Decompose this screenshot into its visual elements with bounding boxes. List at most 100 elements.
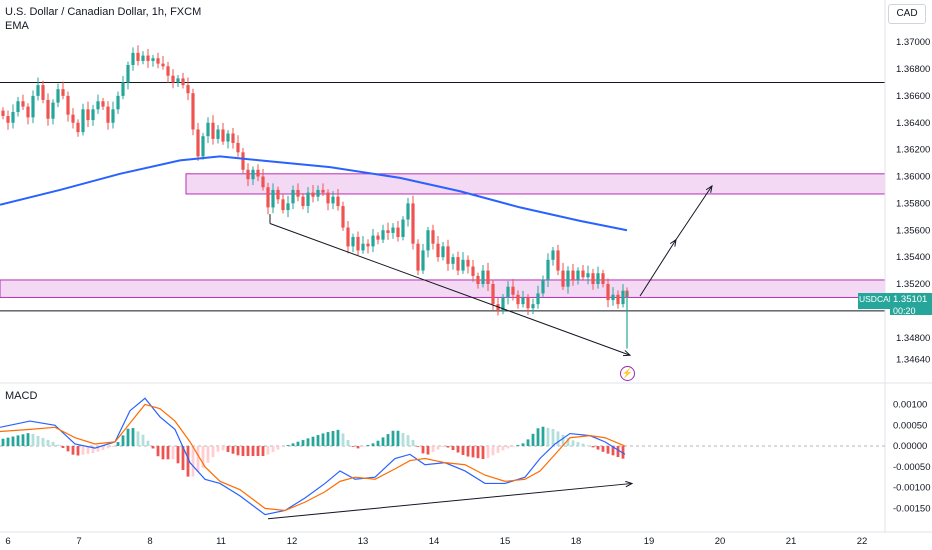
candle-body: [531, 304, 535, 309]
candle-body: [581, 270, 585, 278]
candle-body: [176, 78, 180, 83]
candle-body: [611, 294, 615, 301]
candle-body: [501, 297, 505, 311]
candle-body: [361, 243, 365, 251]
macd-histogram-bar: [411, 440, 415, 447]
macd-histogram-bar: [281, 446, 285, 448]
candle-body: [366, 243, 370, 247]
macd-histogram-bar: [431, 446, 435, 453]
time-tick-label: 6: [5, 536, 10, 547]
macd-histogram-bar: [576, 442, 580, 447]
candle-body: [586, 273, 590, 278]
candle-body: [416, 243, 420, 271]
candle-body: [371, 235, 375, 247]
candle-body: [476, 275, 480, 284]
macd-histogram-bar: [141, 434, 145, 447]
macd-histogram-bar: [51, 441, 55, 447]
candle-body: [91, 109, 95, 121]
macd-histogram-bar: [96, 446, 100, 452]
candle-body: [561, 270, 565, 287]
candle-body: [306, 192, 310, 207]
macd-histogram-bar: [401, 432, 405, 447]
ema-indicator-label[interactable]: EMA: [5, 20, 29, 32]
candle-body: [506, 286, 510, 298]
candle-body: [336, 196, 340, 207]
macd-histogram-bar: [56, 444, 60, 447]
macd-histogram-bar: [341, 433, 345, 447]
candle-body: [446, 246, 450, 264]
macd-histogram-bar: [71, 446, 75, 455]
macd-indicator-label[interactable]: MACD: [5, 390, 38, 402]
sr-zone: [0, 279, 886, 298]
candle-body: [311, 192, 315, 197]
candle-body: [326, 192, 330, 204]
lightning-icon[interactable]: ⚡: [620, 366, 635, 381]
candle-body: [286, 203, 290, 211]
candle-body: [56, 89, 60, 103]
macd-histogram-bar: [476, 446, 480, 459]
candle-body: [131, 52, 135, 65]
macd-histogram-bar: [406, 435, 410, 447]
macd-tick-label: 0.00050: [893, 420, 927, 431]
macd-histogram-bar: [116, 442, 120, 447]
macd-histogram-bar: [346, 440, 350, 447]
macd-histogram-bar: [291, 443, 295, 447]
candle-body: [121, 82, 125, 96]
candle-body: [526, 297, 530, 309]
macd-histogram-bar: [41, 437, 45, 447]
candle-body: [171, 75, 175, 83]
time-tick-label: 15: [500, 536, 511, 547]
candle-body: [356, 236, 360, 251]
macd-histogram-bar: [381, 437, 385, 447]
price-tick-label: 1.36800: [896, 64, 930, 75]
candle-body: [1, 110, 5, 117]
macd-histogram-bar: [46, 439, 50, 447]
macd-histogram-bar: [556, 431, 560, 447]
candle-body: [26, 106, 30, 118]
time-tick-label: 21: [786, 536, 797, 547]
candle-body: [551, 250, 555, 260]
price-tag-box: 1.35101 00:20: [890, 293, 932, 316]
price-tick-label: 1.36400: [896, 118, 930, 129]
macd-histogram-bar: [551, 428, 555, 447]
candle-body: [151, 58, 155, 61]
macd-histogram-bar: [31, 433, 35, 447]
candle-body: [271, 189, 275, 208]
price-tick-label: 1.35200: [896, 279, 930, 290]
macd-tick-label: -0.00050: [893, 462, 931, 473]
macd-histogram-bar: [376, 440, 380, 447]
candle-body: [621, 290, 625, 305]
macd-histogram-bar: [11, 436, 15, 447]
macd-histogram-bar: [461, 446, 465, 456]
candle-body: [576, 270, 580, 280]
candle-body: [386, 230, 390, 233]
candle-body: [616, 294, 620, 305]
macd-histogram-bar: [126, 428, 130, 447]
candle-body: [36, 85, 40, 96]
macd-histogram-bar: [191, 446, 195, 477]
candle-body: [51, 102, 55, 119]
price-tick-label: 1.37000: [896, 37, 930, 48]
candle-body: [346, 227, 350, 247]
price-tick-label: 1.34800: [896, 333, 930, 344]
time-tick-label: 7: [76, 536, 81, 547]
macd-histogram-bar: [131, 428, 135, 447]
candle-body: [456, 257, 460, 271]
macd-tick-label: -0.00150: [893, 503, 931, 514]
candle-body: [41, 85, 45, 100]
sr-zone: [185, 173, 886, 195]
macd-histogram-bar: [571, 440, 575, 447]
candle-body: [351, 236, 355, 247]
candle-body: [181, 78, 185, 86]
candle-body: [471, 266, 475, 276]
macd-histogram-bar: [531, 433, 535, 447]
price-tick-label: 1.36200: [896, 145, 930, 156]
macd-histogram-bar: [251, 446, 255, 457]
currency-button[interactable]: CAD: [888, 4, 926, 24]
candle-body: [301, 196, 305, 207]
macd-histogram-bar: [101, 446, 105, 451]
macd-histogram-bar: [201, 446, 205, 468]
chart-title: U.S. Dollar / Canadian Dollar, 1h, FXCM: [5, 6, 202, 18]
macd-histogram-bar: [221, 446, 225, 451]
